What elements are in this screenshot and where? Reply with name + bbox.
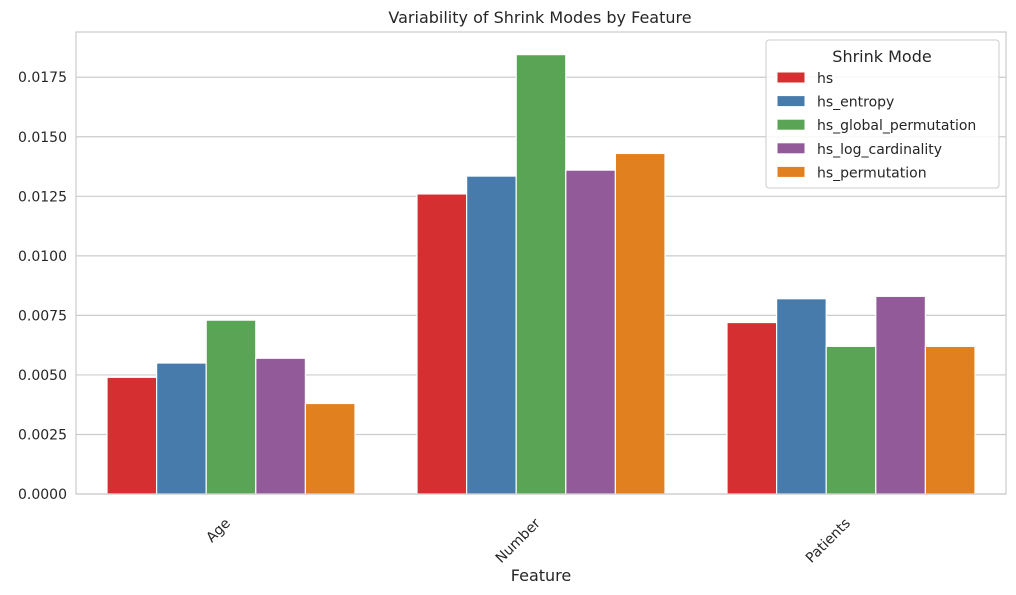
legend-swatch [776,71,806,84]
chart-title: Variability of Shrink Modes by Feature [388,8,691,27]
bar-hs_permutation-number [614,152,666,495]
plot-frame [75,31,1007,495]
x-tick-label: Patients [803,516,854,567]
bar-hs_global_permutation-patients [825,345,877,495]
bar-hs_permutation-age [304,402,356,495]
bar-hs_entropy-age [156,362,207,495]
bar-hs_global_permutation-number [515,54,567,495]
bar-hs_global_permutation-age [205,319,257,495]
legend-swatch [776,165,806,178]
bar-hs-age [106,376,158,495]
y-tick-label: 0.0150 [18,130,67,146]
legend-label: hs_log_cardinality [817,142,942,158]
bars [106,54,976,495]
bar-hs-number [416,193,468,495]
legend-title: Shrink Mode [832,47,931,66]
bar-hs_log_cardinality-age [255,357,307,495]
x-tick-label: Age [203,516,233,546]
bar-hs_permutation-patients [924,345,976,495]
bar-hs-patients [726,321,778,495]
y-tick-label: 0.0000 [18,487,67,503]
legend-box [765,39,1000,189]
legend: Shrink Mode hs hs_entropy hs_global_permut… [765,39,1000,189]
x-tick-label: Number [493,515,544,566]
legend-label: hs_entropy [817,95,894,111]
y-tick-labels: 0.0000 0.0025 0.0050 0.0075 0.0100 0.0125 0.01… [18,70,67,503]
y-tick-label: 0.0100 [18,249,67,265]
bar-hs_log_cardinality-number [565,169,616,495]
x-axis-label: Feature [511,566,571,585]
x-tick-labels: Age Number Patients [203,515,853,566]
legend-swatch [776,95,806,108]
legend-swatch [776,118,806,131]
y-tick-label: 0.0050 [18,368,67,384]
y-tick-label: 0.0075 [18,308,67,324]
legend-label: hs_global_permutation [817,118,976,134]
bar-hs_entropy-patients [775,298,827,495]
legend-items: hs hs_entropy hs_global_permutation hs_log_… [776,71,976,181]
legend-label: hs [817,71,833,87]
bar-hs_log_cardinality-patients [875,295,926,495]
legend-label: hs_permutation [817,165,927,181]
y-tick-label: 0.0025 [18,427,67,443]
bar-hs_entropy-number [466,175,517,495]
y-tick-label: 0.0175 [18,70,67,86]
y-tick-label: 0.0125 [18,189,67,205]
legend-swatch [776,142,806,155]
